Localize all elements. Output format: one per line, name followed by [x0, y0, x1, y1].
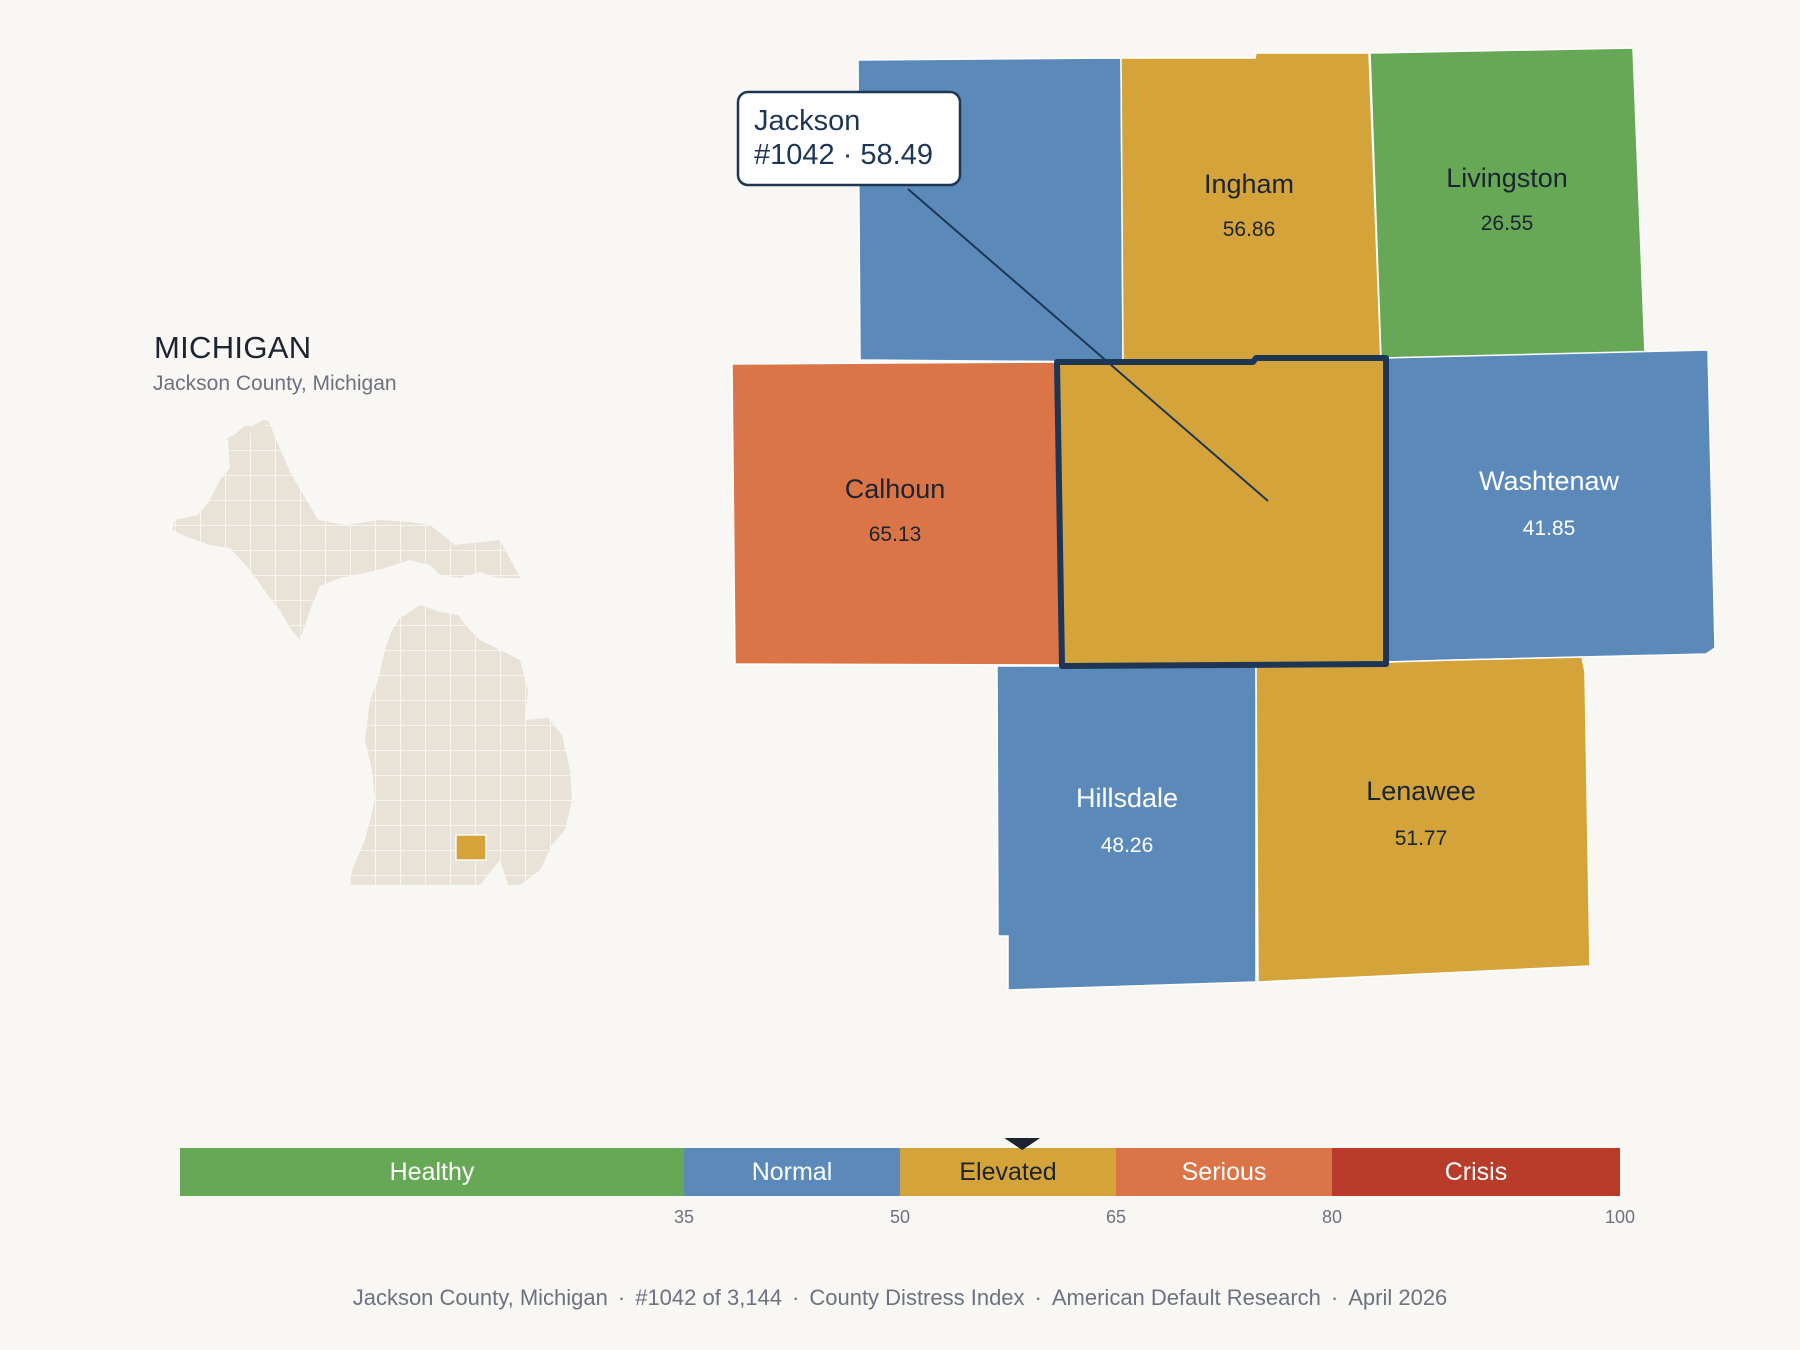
callout-box: [736, 90, 962, 187]
legend-bin-label: Serious: [1182, 1158, 1267, 1186]
county-label-lenawee: Lenawee: [1366, 776, 1476, 806]
legend-bin-healthy: Healthy: [180, 1148, 684, 1196]
footer-source: American Default Research: [1051, 1285, 1321, 1310]
legend-bin-label: Elevated: [959, 1158, 1056, 1186]
county-label-ingham: Ingham: [1204, 169, 1294, 199]
footer-county: Jackson County, Michigan: [352, 1285, 608, 1310]
county-label-washtenaw: Washtenaw: [1479, 466, 1620, 496]
county-label-calhoun: Calhoun: [845, 474, 946, 504]
legend-tick-label: 35: [674, 1207, 694, 1227]
legend-tick-label: 50: [890, 1207, 910, 1227]
county-label-hillsdale: Hillsdale: [1076, 783, 1178, 813]
county-value-lenawee: 51.77: [1395, 827, 1448, 850]
state-subtitle: Jackson County, Michigan: [153, 372, 397, 395]
county-label-livingston: Livingston: [1446, 163, 1568, 193]
footer: Jackson County, Michigan · #1042 of 3,144 ·…: [352, 1285, 1448, 1310]
legend-bin-label: Crisis: [1445, 1158, 1508, 1186]
callout-rank-score: #1042 · 58.49: [754, 139, 933, 171]
inset-lower-peninsula: [350, 605, 572, 885]
legend-tick-label: 100: [1605, 1207, 1635, 1227]
county-calhoun[interactable]: Calhoun 65.13: [731, 361, 1064, 666]
legend-bin-normal: Normal: [684, 1148, 900, 1196]
county-jackson[interactable]: [1054, 355, 1389, 669]
county-value-washtenaw: 41.85: [1523, 517, 1576, 540]
county-value-ingham: 56.86: [1223, 218, 1276, 241]
callout-leader-line: [907, 188, 1269, 502]
callout: Jackson #1042 · 58.49: [736, 90, 1269, 502]
footer-date: April 2026: [1348, 1285, 1448, 1310]
county-value-hillsdale: 48.26: [1101, 834, 1154, 857]
legend-tick-label: 80: [1322, 1207, 1342, 1227]
callout-county-name: Jackson: [754, 105, 860, 137]
footer-rank: #1042 of 3,144: [635, 1285, 783, 1310]
legend-bin-crisis: Crisis: [1332, 1148, 1620, 1196]
legend-current-value-marker: [1004, 1138, 1041, 1150]
county-value-livingston: 26.55: [1481, 212, 1534, 235]
county-lenawee[interactable]: Lenawee 51.77: [1255, 656, 1591, 983]
footer-index-name: County Distress Index: [809, 1285, 1025, 1310]
state-title: MICHIGAN: [154, 330, 312, 365]
legend-bin-label: Healthy: [390, 1158, 475, 1186]
legend-tick-label: 65: [1106, 1207, 1126, 1227]
legend-bin-elevated: Elevated: [900, 1148, 1116, 1196]
county-washtenaw[interactable]: Washtenaw 41.85: [1383, 349, 1716, 663]
inset-jackson-highlight: [455, 834, 487, 861]
isle-royale: [228, 420, 266, 442]
legend-bin-label: Normal: [752, 1158, 833, 1186]
county-value-calhoun: 65.13: [869, 523, 922, 546]
legend-bin-serious: Serious: [1116, 1148, 1332, 1196]
